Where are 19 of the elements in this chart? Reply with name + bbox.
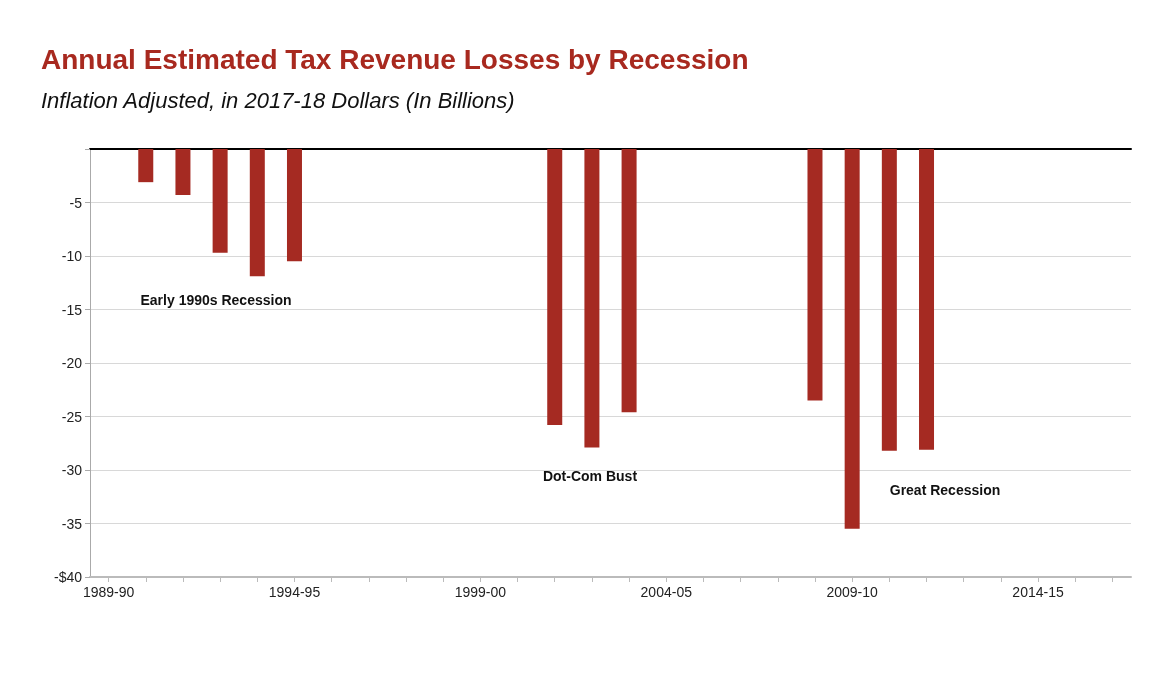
y-tick-label: -25	[61, 408, 83, 425]
annotation: Great Recession	[889, 482, 1001, 498]
annotation: Dot-Com Bust	[542, 468, 638, 484]
y-tick-label: -30	[61, 462, 83, 478]
x-tick-label: 2009-10	[826, 584, 879, 600]
annotation: Early 1990s Recession	[140, 292, 292, 308]
chart-subtitle: Inflation Adjusted, in 2017-18 Dollars (In Billions)	[41, 87, 515, 113]
y-tick-label: -20	[61, 355, 83, 371]
x-tick-label: 2004-05	[640, 584, 693, 600]
y-tick-label: -$40	[53, 569, 83, 585]
x-tick-label: 1999-00	[454, 584, 507, 600]
y-tick-label: -15	[61, 301, 83, 318]
y-tick-label: -5	[69, 194, 83, 211]
y-tick-label: -35	[61, 515, 83, 532]
chart-title: Annual Estimated Tax Revenue Losses by Recession	[41, 43, 749, 75]
y-tick-label: -10	[61, 248, 83, 264]
x-tick-label: 2014-15	[1012, 584, 1064, 600]
x-tick-label: 1989-90	[82, 584, 135, 600]
x-tick-label: 1994-95	[268, 584, 321, 600]
